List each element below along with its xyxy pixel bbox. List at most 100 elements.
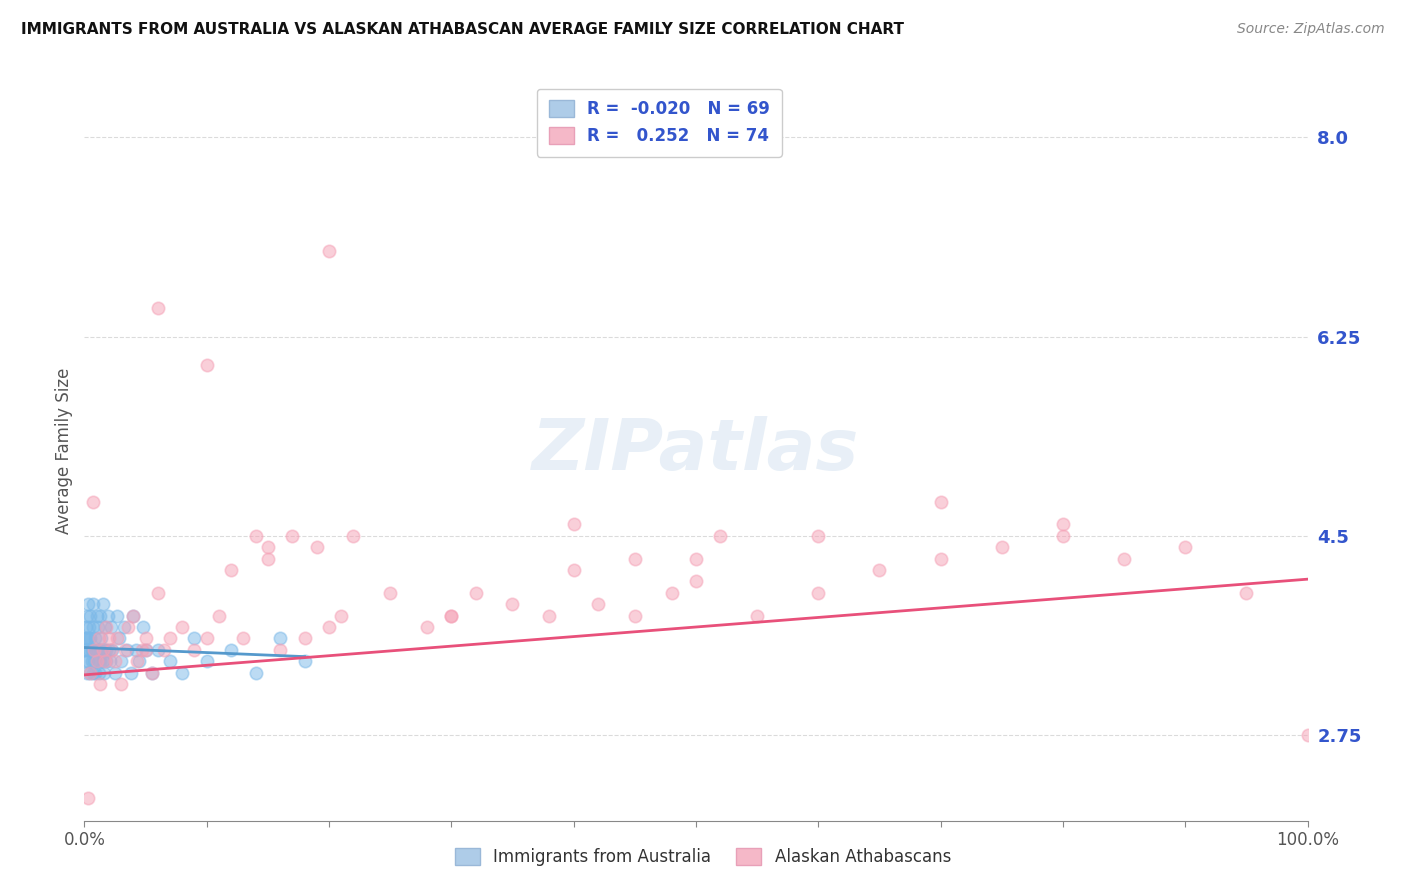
Point [141,665,163,680]
Point [79,665,101,680]
Point [153,642,176,657]
Point [586,597,609,611]
Point [97,608,120,623]
Point [77,597,100,611]
Point [257,541,280,555]
Point [110,677,132,691]
Point [269,642,291,657]
Point [281,529,304,543]
Point [135,632,157,646]
Point [89,608,111,623]
Point [159,632,181,646]
Point [96,620,118,634]
Point [624,608,647,623]
Text: IMMIGRANTS FROM AUSTRALIA VS ALASKAN ATHABASCAN AVERAGE FAMILY SIZE CORRELATION : IMMIGRANTS FROM AUSTRALIA VS ALASKAN ATH… [21,22,904,37]
Point [82,620,104,634]
Point [77,790,100,805]
Point [90,642,112,657]
Point [1052,529,1074,543]
Point [685,551,707,566]
Point [93,642,115,657]
Point [269,632,291,646]
Point [86,608,108,623]
Point [89,654,111,668]
Point [86,642,108,657]
Point [122,608,145,623]
Point [83,642,105,657]
Point [232,632,254,646]
Point [73,642,96,657]
Point [929,551,952,566]
Point [98,654,121,668]
Point [84,632,107,646]
Point [77,654,100,668]
Point [91,642,114,657]
Point [869,563,891,577]
Point [1114,551,1136,566]
Point [125,642,148,657]
Point [86,654,108,668]
Point [75,620,97,634]
Point [128,654,150,668]
Point [97,642,120,657]
Point [159,654,181,668]
Point [416,620,439,634]
Point [77,620,100,634]
Point [91,654,114,668]
Point [183,632,205,646]
Point [77,632,100,646]
Point [807,586,830,600]
Point [107,632,129,646]
Point [1174,541,1197,555]
Point [294,632,316,646]
Point [257,551,280,566]
Point [105,608,128,623]
Point [93,665,115,680]
Point [135,642,157,657]
Point [83,654,105,668]
Point [208,608,231,623]
Point [245,665,267,680]
Point [82,494,104,508]
Point [146,586,169,600]
Point [94,620,117,634]
Point [79,608,101,623]
Point [440,608,463,623]
Legend: R =  -0.020   N = 69, R =   0.252   N = 74: R = -0.020 N = 69, R = 0.252 N = 74 [537,88,782,157]
Point [183,642,205,657]
Point [76,665,98,680]
Point [807,529,830,543]
Point [75,642,97,657]
Point [112,620,135,634]
Point [294,654,316,668]
Point [380,586,402,600]
Point [117,620,139,634]
Point [87,642,110,657]
Point [100,642,122,657]
Point [342,529,364,543]
Point [562,563,585,577]
Point [685,574,707,589]
Point [82,597,104,611]
Point [87,654,110,668]
Point [122,608,145,623]
Point [1296,728,1319,742]
Point [101,642,124,657]
Legend: Immigrants from Australia, Alaskan Athabascans: Immigrants from Australia, Alaskan Athab… [447,840,959,875]
Point [120,665,142,680]
Point [562,517,585,532]
Point [172,665,194,680]
Point [219,642,242,657]
Point [195,632,218,646]
Point [96,654,118,668]
Point [318,244,340,259]
Point [80,654,103,668]
Point [76,632,98,646]
Point [104,654,127,668]
Point [100,620,122,634]
Y-axis label: Average Family Size: Average Family Size [55,368,73,533]
Point [79,665,101,680]
Point [305,541,328,555]
Point [110,654,132,668]
Point [131,642,153,657]
